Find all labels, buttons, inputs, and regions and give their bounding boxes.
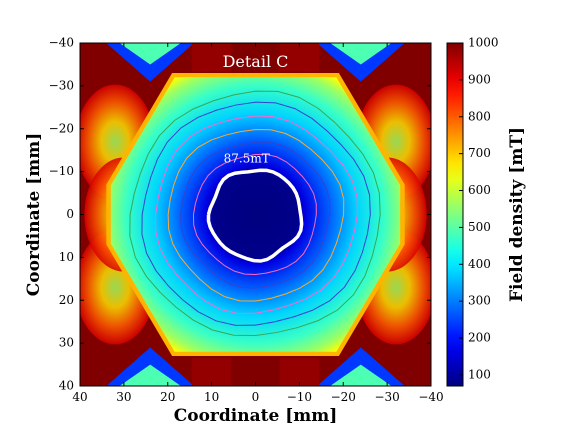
colorbar-tick-label: 100 [468, 367, 491, 381]
iso-contour [180, 141, 331, 289]
iso-contour [167, 129, 345, 302]
x-axis-label: Coordinate [mm] [174, 406, 338, 426]
y-tick-label: 0 [66, 207, 74, 221]
colorbar-tick-label: 700 [468, 146, 491, 160]
x-tick-label: 20 [160, 390, 175, 404]
iso-contour [141, 101, 371, 326]
x-tick-label: 30 [116, 390, 131, 404]
x-tick-label: −30 [374, 390, 399, 404]
y-tick-label: 10 [59, 250, 74, 264]
x-tick-label: −40 [418, 390, 443, 404]
y-tick-label: 30 [59, 336, 74, 350]
y-tick-label: −10 [49, 164, 74, 178]
pole-piece [279, 43, 320, 72]
y-tick-label: 20 [59, 293, 74, 307]
pole-piece [191, 43, 232, 72]
colorbar-tick-label: 300 [468, 294, 491, 308]
contour-label: 87.5mT [224, 151, 270, 165]
colorbar-tick-label: 200 [468, 331, 491, 345]
colorbar-tick-label: 400 [468, 257, 491, 271]
aperture-field [110, 77, 401, 352]
y-tick-label: 40 [59, 379, 74, 393]
colorbar-tick-label: 600 [468, 183, 491, 197]
colorbar-tick-label: 800 [468, 109, 491, 123]
x-tick-label: −10 [287, 390, 312, 404]
pole-piece [279, 358, 320, 386]
x-tick-label: 10 [204, 390, 219, 404]
colorbar-tick-label: 1000 [468, 36, 499, 50]
edge-wedge-inner [119, 43, 181, 65]
colorbar [446, 42, 464, 387]
colorbar-tick-label: 500 [468, 220, 491, 234]
y-axis-label: Coordinate [mm] [24, 133, 44, 297]
y-tick-label: −40 [49, 36, 74, 50]
x-tick-label: 0 [252, 390, 260, 404]
y-tick-label: −30 [49, 78, 74, 92]
edge-wedge-inner [119, 364, 181, 386]
pole-piece [191, 358, 232, 386]
heatmap-area [80, 43, 431, 386]
edge-wedge-inner [330, 364, 392, 386]
x-tick-label: 40 [72, 390, 87, 404]
colorbar-label: Field density [mT] [507, 127, 527, 302]
highlight-contour [206, 168, 304, 263]
iso-contour [192, 153, 317, 276]
colorbar-tick-label: 900 [468, 72, 491, 86]
edge-wedge-inner [330, 43, 392, 65]
iso-contour [155, 115, 358, 314]
y-tick-label: −20 [49, 121, 74, 135]
detail-label: Detail C [223, 52, 289, 71]
iso-contour [129, 90, 381, 337]
x-tick-label: −20 [331, 390, 356, 404]
